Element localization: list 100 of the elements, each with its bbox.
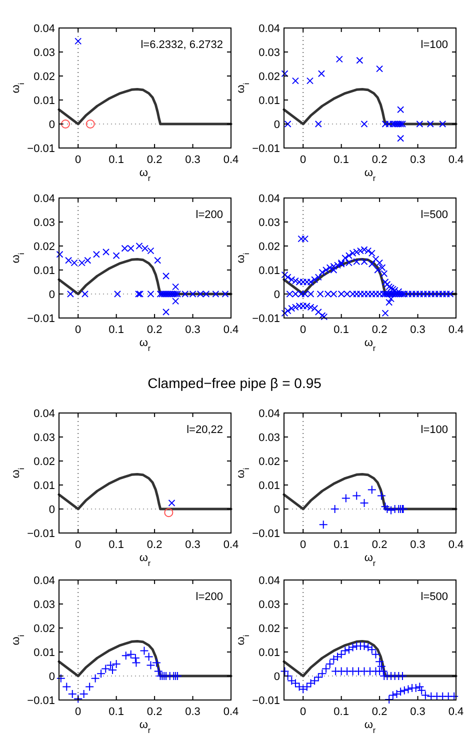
y-tick-label: 0.02 (34, 71, 55, 83)
y-tick-label: −0.01 (27, 695, 55, 707)
annotation: l=500 (420, 591, 448, 603)
x-tick-label: 0.2 (146, 706, 162, 718)
x-tick-label: 0.2 (372, 706, 388, 718)
x-tick-label: 0.2 (372, 324, 388, 336)
y-tick-label: −0.01 (27, 528, 55, 540)
x-tick-label: 0 (300, 154, 306, 166)
y-tick-label: 0.04 (258, 23, 280, 35)
x-axis-title: ω$_{r}$ (364, 167, 376, 182)
y-tick-label: −0.01 (252, 695, 280, 707)
x-tick-label: 0.4 (448, 539, 464, 551)
y-tick-label: 0.04 (34, 408, 55, 420)
annotation: l=100 (420, 39, 448, 51)
y-tick-label: 0.03 (258, 217, 280, 229)
x-tick-label: 0.1 (334, 324, 349, 336)
y-tick-label: 0.02 (34, 456, 55, 468)
y-tick-label: 0.03 (34, 432, 55, 444)
y-tick-label: 0 (48, 119, 55, 131)
chart-title: Clamped−free pipe β = 0.95 (148, 375, 322, 391)
y-tick-label: 0.03 (258, 47, 280, 59)
y-tick-label: 0.04 (34, 193, 55, 205)
x-tick-label: 0 (75, 539, 82, 551)
y-tick-label: 0.01 (258, 647, 280, 659)
y-tick-label: 0.01 (34, 647, 55, 659)
y-tick-label: 0.02 (258, 241, 280, 253)
x-tick-label: 0.2 (372, 539, 388, 551)
x-axis-title: ω$_{r}$ (364, 719, 376, 734)
y-tick-label: 0 (274, 289, 280, 301)
y-tick-label: 0.04 (34, 575, 55, 587)
y-tick-label: 0.02 (258, 71, 280, 83)
x-axis-title: ω$_{r}$ (139, 552, 151, 568)
x-tick-label: 0.1 (108, 154, 124, 166)
x-tick-label: 0.1 (108, 539, 124, 551)
x-tick-label: 0.4 (223, 539, 239, 551)
x-tick-label: 0.4 (448, 154, 464, 166)
annotation: l=100 (420, 424, 448, 436)
x-tick-label: 0 (300, 706, 306, 718)
y-tick-label: 0.01 (258, 265, 280, 277)
x-tick-label: 0.1 (108, 706, 124, 718)
x-tick-label: 0 (300, 324, 306, 336)
y-tick-label: 0.04 (34, 23, 55, 35)
x-tick-label: 0.3 (410, 706, 426, 718)
x-axis-title: ω$_{r}$ (139, 337, 151, 352)
x-tick-label: 0.1 (334, 706, 349, 718)
x-tick-label: 0.4 (223, 324, 239, 336)
y-tick-label: 0.01 (258, 480, 280, 492)
x-axis-title: ω$_{r}$ (139, 719, 151, 734)
y-tick-label: 0.04 (258, 193, 280, 205)
x-tick-label: 0.2 (372, 154, 388, 166)
y-tick-label: 0.03 (258, 432, 280, 444)
y-tick-label: 0 (48, 289, 55, 301)
annotation: l=20,22 (186, 424, 223, 436)
y-tick-label: 0.01 (34, 265, 55, 277)
x-tick-label: 0.4 (448, 324, 464, 336)
y-tick-label: 0.03 (34, 599, 55, 611)
y-tick-label: 0.01 (34, 480, 55, 492)
x-tick-label: 0.3 (410, 539, 426, 551)
y-tick-label: −0.01 (252, 143, 280, 155)
x-tick-label: 0.1 (334, 539, 349, 551)
x-tick-label: 0.3 (185, 324, 200, 336)
y-tick-label: −0.01 (252, 528, 280, 540)
x-tick-label: 0.3 (410, 154, 426, 166)
annotation: l=6.2332, 6.2732 (140, 39, 223, 51)
y-tick-label: 0 (274, 671, 280, 683)
x-tick-label: 0.3 (185, 539, 200, 551)
x-tick-label: 0.2 (146, 539, 162, 551)
x-tick-label: 0.1 (334, 154, 349, 166)
x-tick-label: 0.1 (108, 324, 124, 336)
y-tick-label: 0.04 (258, 408, 280, 420)
x-tick-label: 0 (75, 706, 82, 718)
y-tick-label: 0.01 (258, 95, 280, 107)
annotation: l=500 (420, 209, 448, 221)
x-tick-label: 0.3 (185, 154, 200, 166)
y-tick-label: 0 (48, 504, 55, 516)
y-tick-label: 0.03 (34, 47, 55, 59)
x-axis-title: ω$_{r}$ (364, 337, 376, 352)
x-tick-label: 0.3 (185, 706, 200, 718)
y-tick-label: −0.01 (252, 313, 280, 325)
y-tick-label: 0 (274, 504, 280, 516)
x-axis-title: ω$_{r}$ (139, 167, 151, 182)
x-tick-label: 0 (300, 539, 306, 551)
y-tick-label: 0.02 (34, 241, 55, 253)
x-tick-label: 0.2 (146, 324, 162, 336)
y-tick-label: 0.04 (258, 575, 280, 587)
y-tick-label: 0.03 (258, 599, 280, 611)
x-axis-title: ω$_{r}$ (364, 552, 376, 568)
y-tick-label: 0.02 (258, 623, 280, 635)
x-tick-label: 0.4 (448, 706, 464, 718)
y-tick-label: 0.02 (258, 456, 280, 468)
y-tick-label: 0.02 (34, 623, 55, 635)
annotation: l=200 (196, 209, 223, 221)
y-tick-label: 0 (274, 119, 280, 131)
y-tick-label: 0.01 (34, 95, 55, 107)
x-tick-label: 0.4 (223, 706, 239, 718)
x-tick-label: 0 (75, 154, 82, 166)
y-tick-label: 0.03 (34, 217, 55, 229)
annotation: l=200 (196, 591, 223, 603)
y-tick-label: −0.01 (27, 143, 55, 155)
x-tick-label: 0.2 (146, 154, 162, 166)
